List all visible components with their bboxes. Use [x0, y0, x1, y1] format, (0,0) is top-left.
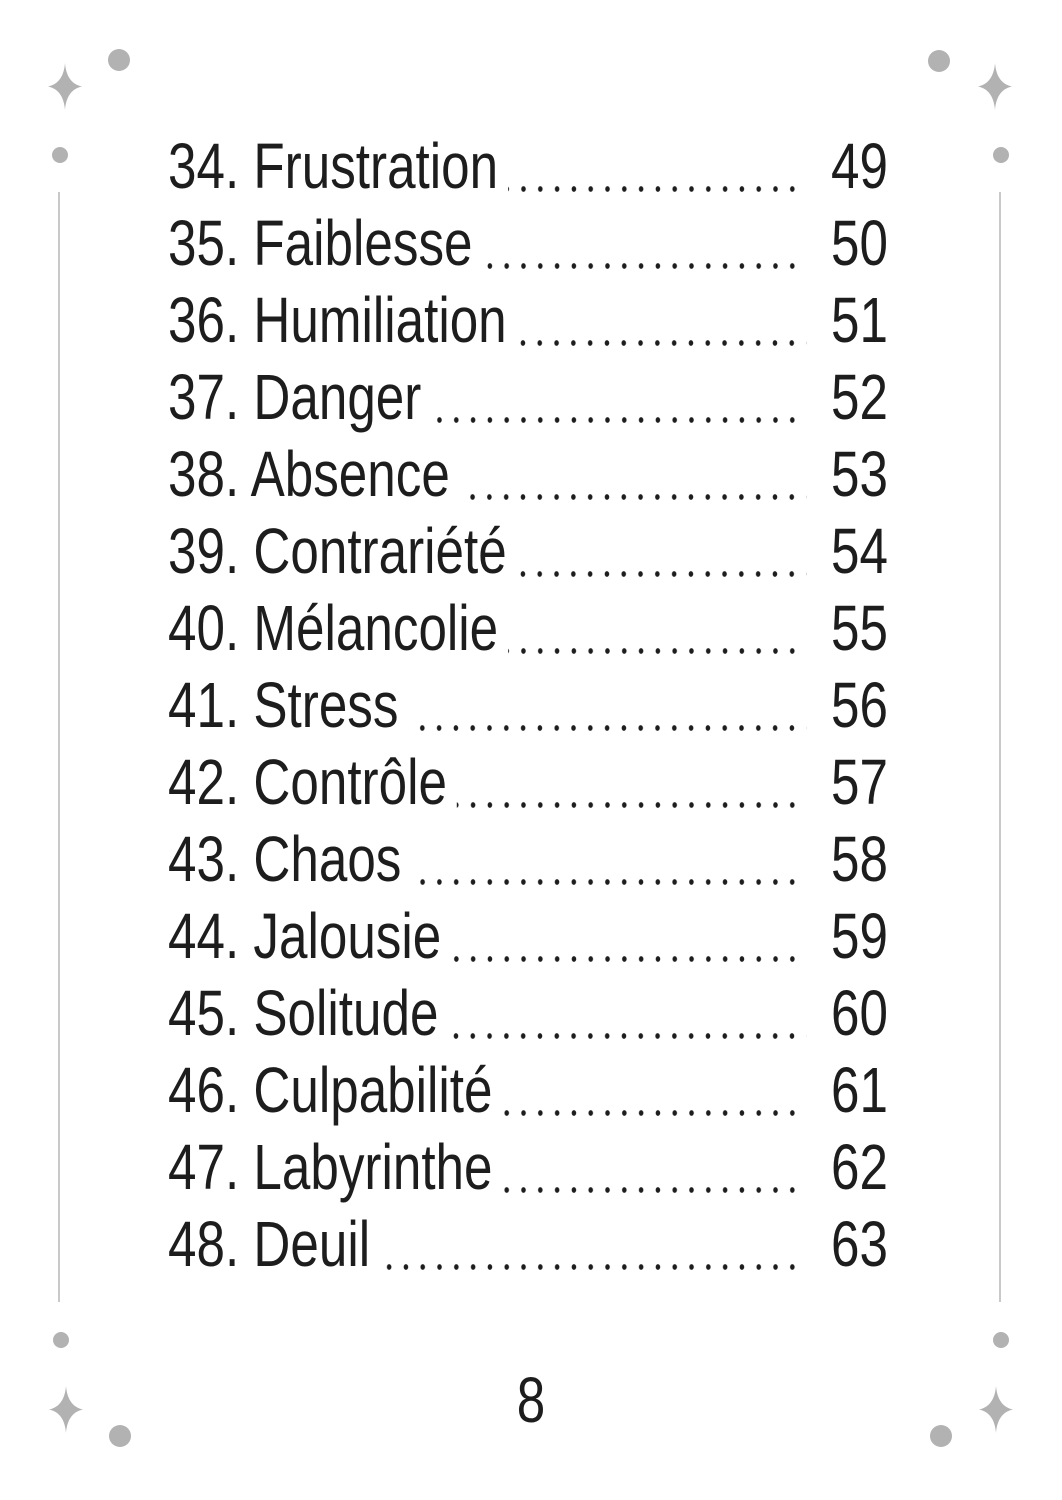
dot-decoration — [52, 147, 68, 163]
dot-decoration — [993, 147, 1009, 163]
toc-entry-title: 39. Contrariété — [168, 515, 507, 587]
toc-row: 38. Absence 53 — [168, 436, 888, 513]
toc-entry-page: 61 — [831, 1054, 888, 1126]
sparkle-icon — [48, 63, 82, 110]
toc-entry-title: 38. Absence — [168, 438, 450, 510]
dot-leader — [507, 186, 807, 192]
dot-decoration — [109, 1425, 131, 1447]
toc-entry-page: 53 — [831, 438, 888, 510]
toc-entry-title: 47. Labyrinthe — [168, 1131, 493, 1203]
toc-entry-page: 49 — [831, 130, 888, 202]
toc-row: 39. Contrariété 54 — [168, 513, 888, 590]
toc-row: 40. Mélancolie 55 — [168, 590, 888, 667]
dot-decoration — [930, 1425, 952, 1447]
toc-row: 41. Stress 56 — [168, 667, 888, 744]
toc-entry-title: 42. Contrôle — [168, 746, 447, 818]
toc-entry-title: 45. Solitude — [168, 977, 439, 1049]
toc-row: 44. Jalousie 59 — [168, 898, 888, 975]
toc-row: 42. Contrôle 57 — [168, 744, 888, 821]
dot-leader — [459, 494, 807, 500]
dot-decoration — [108, 49, 130, 71]
toc-entry-page: 58 — [831, 823, 888, 895]
toc-entry-title: 46. Culpabilité — [168, 1054, 493, 1126]
toc-entry-title: 41. Stress — [168, 669, 399, 741]
toc-entry-page: 50 — [831, 207, 888, 279]
dot-decoration — [993, 1332, 1009, 1348]
toc-entry-title: 35. Faiblesse — [168, 207, 473, 279]
toc-row: 48. Deuil 63 — [168, 1206, 888, 1283]
toc-row: 47. Labyrinthe 62 — [168, 1129, 888, 1206]
toc-row: 35. Faiblesse 50 — [168, 205, 888, 282]
dot-leader — [507, 648, 807, 654]
toc-entry-page: 63 — [831, 1208, 888, 1280]
sparkle-icon — [978, 63, 1012, 110]
toc-entry-page: 52 — [831, 361, 888, 433]
toc-row: 46. Culpabilité 61 — [168, 1052, 888, 1129]
toc-entry-title: 40. Mélancolie — [168, 592, 499, 664]
dot-leader — [448, 1033, 807, 1039]
dot-leader — [408, 725, 807, 731]
toc-row: 36. Humiliation 51 — [168, 282, 888, 359]
toc-entry-page: 60 — [831, 977, 888, 1049]
toc-entry-title: 37. Danger — [168, 361, 422, 433]
dot-leader — [502, 1110, 807, 1116]
page-number: 8 — [516, 1364, 546, 1436]
dot-leader — [482, 263, 807, 269]
dot-leader — [456, 802, 807, 808]
dot-leader — [411, 879, 807, 885]
dot-leader — [450, 956, 807, 962]
dot-leader — [379, 1264, 807, 1270]
vertical-rule — [999, 192, 1001, 1302]
dot-leader — [430, 417, 807, 423]
vertical-rule — [58, 192, 60, 1302]
toc-entry-title: 34. Frustration — [168, 130, 499, 202]
toc-entry-page: 51 — [831, 284, 888, 356]
toc-entry-page: 62 — [831, 1131, 888, 1203]
dot-leader — [516, 340, 807, 346]
toc-row: 45. Solitude 60 — [168, 975, 888, 1052]
toc-row: 43. Chaos 58 — [168, 821, 888, 898]
table-of-contents: 34. Frustration 49 35. Faiblesse 50 36. … — [168, 128, 1062, 1283]
toc-entry-title: 36. Humiliation — [168, 284, 507, 356]
toc-entry-page: 54 — [831, 515, 888, 587]
toc-row: 34. Frustration 49 — [168, 128, 888, 205]
toc-row: 37. Danger 52 — [168, 359, 888, 436]
sparkle-icon — [49, 1386, 83, 1433]
toc-entry-title: 48. Deuil — [168, 1208, 371, 1280]
sparkle-icon — [979, 1386, 1013, 1433]
toc-entry-page: 56 — [831, 669, 888, 741]
toc-entry-title: 43. Chaos — [168, 823, 402, 895]
toc-entry-title: 44. Jalousie — [168, 900, 442, 972]
dot-decoration — [53, 1332, 69, 1348]
dot-leader — [516, 571, 807, 577]
dot-leader — [502, 1187, 807, 1193]
toc-entry-page: 55 — [831, 592, 888, 664]
toc-entry-page: 59 — [831, 900, 888, 972]
dot-decoration — [928, 50, 950, 72]
toc-entry-page: 57 — [831, 746, 888, 818]
